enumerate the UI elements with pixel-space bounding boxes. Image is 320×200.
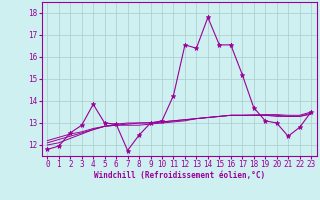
X-axis label: Windchill (Refroidissement éolien,°C): Windchill (Refroidissement éolien,°C) xyxy=(94,171,265,180)
